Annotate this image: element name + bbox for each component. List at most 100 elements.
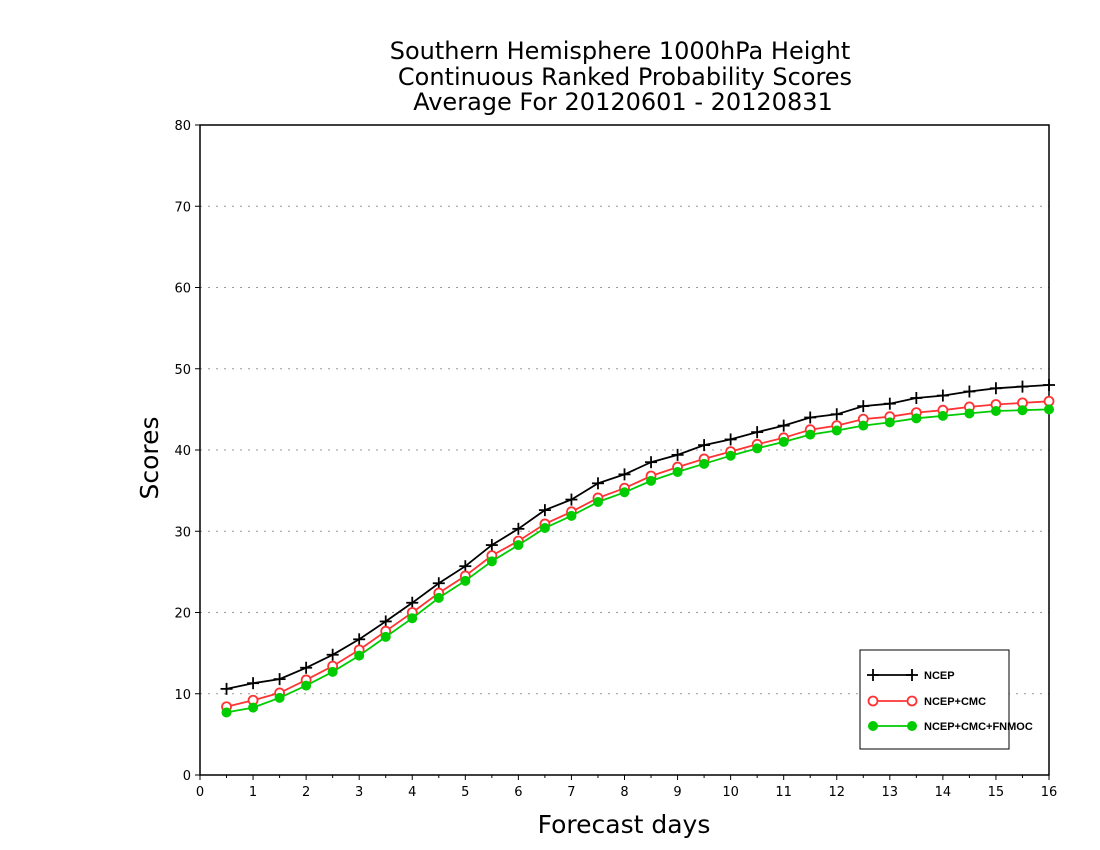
data-point-ncep	[485, 539, 498, 552]
x-tick-label: 16	[1041, 785, 1058, 800]
x-tick-label: 10	[722, 785, 739, 800]
data-point-ncep	[247, 677, 260, 690]
data-point-ncep	[379, 615, 392, 628]
series-ncep	[220, 379, 1055, 695]
legend-marker	[906, 669, 918, 681]
x-tick-label: 5	[461, 785, 469, 800]
data-series	[220, 379, 1055, 718]
legend-entry-ncep: NCEP	[867, 669, 955, 682]
x-tick-label: 12	[828, 785, 845, 800]
data-point-ncep	[963, 385, 976, 398]
data-point-ncep-cmc-fnmoc	[911, 413, 922, 424]
data-point-ncep	[300, 661, 313, 674]
data-point-ncep	[777, 419, 790, 432]
legend-entry-ncep-cmc-fnmoc: NCEP+CMC+FNMOC	[868, 721, 1033, 733]
data-point-ncep-cmc-fnmoc	[990, 406, 1001, 416]
x-tick-label: 3	[355, 785, 363, 800]
data-point-ncep-cmc-fnmoc	[725, 450, 736, 461]
series-line-ncep	[226, 384, 1050, 690]
legend-label: NCEP+CMC+FNMOC	[924, 721, 1033, 733]
chart-title-line-2: Continuous Ranked Probability Scores	[398, 63, 852, 91]
series-ncep-cmc-fnmoc	[221, 404, 1054, 718]
data-point-ncep-cmc-fnmoc	[831, 425, 842, 436]
x-axis-label: Forecast days	[538, 810, 711, 839]
data-point-ncep-cmc-fnmoc	[858, 420, 869, 431]
x-tick-label: 1	[249, 785, 257, 800]
data-point-ncep	[538, 504, 551, 517]
data-point-ncep	[220, 682, 233, 695]
data-point-ncep	[1016, 380, 1029, 393]
data-point-ncep-cmc-fnmoc	[460, 575, 471, 586]
data-point-ncep-cmc-fnmoc	[778, 436, 789, 447]
data-point-ncep-cmc-fnmoc	[964, 408, 975, 419]
data-point-ncep-cmc-fnmoc	[380, 631, 391, 642]
data-point-ncep	[618, 468, 631, 481]
chart-title-line-1: Southern Hemisphere 1000hPa Height	[390, 37, 850, 65]
data-point-ncep-cmc-fnmoc	[884, 417, 895, 428]
data-point-ncep	[591, 477, 604, 490]
y-tick-label: 10	[174, 688, 191, 703]
legend-marker	[868, 721, 878, 731]
data-point-ncep-cmc-fnmoc	[433, 592, 444, 603]
x-tick-label: 8	[620, 785, 628, 800]
legend-marker	[906, 695, 918, 707]
legend-box	[859, 649, 1010, 750]
data-point-ncep-cmc-fnmoc	[619, 487, 630, 498]
data-point-ncep	[353, 633, 366, 646]
data-point-ncep-cmc-fnmoc	[699, 458, 710, 469]
data-point-ncep-cmc-fnmoc	[407, 613, 418, 624]
data-point-ncep	[565, 493, 578, 506]
chart-title-line-3: Average For 20120601 - 20120831	[413, 88, 833, 116]
data-point-ncep-cmc-fnmoc	[486, 556, 497, 567]
data-point-ncep-cmc-fnmoc	[248, 702, 259, 713]
data-point-ncep-cmc-fnmoc	[1044, 404, 1054, 415]
legend-marker	[867, 669, 879, 681]
data-point-ncep-cmc-fnmoc	[327, 666, 338, 677]
y-tick-label: 20	[174, 607, 191, 622]
y-tick-label: 40	[174, 444, 191, 459]
data-point-ncep-cmc-fnmoc	[301, 680, 312, 691]
chart-title: Southern Hemisphere 1000hPa Height Conti…	[390, 37, 852, 116]
data-point-ncep	[459, 560, 472, 573]
data-point-ncep-cmc-fnmoc	[1017, 405, 1028, 416]
data-point-ncep	[989, 382, 1002, 395]
data-point-ncep	[1043, 379, 1055, 391]
data-point-ncep	[724, 433, 737, 446]
x-tick-label: 6	[514, 785, 522, 800]
x-tick-label: 13	[882, 785, 899, 800]
data-point-ncep-cmc-fnmoc	[221, 707, 232, 718]
y-axis-ticks: 0 10 20 30 40 50 60 70 80	[174, 119, 200, 784]
data-point-ncep-cmc-fnmoc	[513, 540, 524, 551]
data-point-ncep	[432, 577, 445, 590]
data-point-ncep	[645, 456, 658, 469]
data-point-ncep-cmc-fnmoc	[646, 475, 657, 486]
y-tick-label: 50	[174, 363, 191, 378]
y-axis-label: Scores	[135, 416, 164, 499]
y-tick-label: 80	[174, 119, 191, 134]
data-point-ncep-cmc-fnmoc	[752, 443, 763, 454]
gridlines	[200, 205, 1049, 695]
data-point-ncep	[512, 522, 525, 535]
data-point-ncep-cmc-fnmoc	[539, 523, 550, 533]
data-point-ncep-cmc-fnmoc	[937, 410, 948, 421]
x-tick-label: 7	[567, 785, 575, 800]
data-point-ncep-cmc-fnmoc	[354, 650, 365, 661]
data-point-ncep	[883, 397, 896, 410]
legend-label: NCEP+CMC	[924, 696, 986, 708]
y-tick-label: 0	[183, 769, 191, 784]
data-point-ncep	[671, 448, 684, 461]
x-tick-label: 4	[408, 785, 416, 800]
data-point-ncep-cmc-fnmoc	[566, 510, 577, 521]
data-point-ncep	[326, 648, 339, 661]
data-point-ncep-cmc-fnmoc	[592, 497, 603, 507]
data-point-ncep	[804, 411, 817, 424]
x-tick-label: 2	[302, 785, 310, 800]
legend: NCEP NCEP+CMC NCEP+CMC+FNMOC	[859, 649, 1033, 750]
data-point-ncep	[751, 426, 764, 439]
data-point-ncep	[857, 400, 870, 413]
legend-marker	[907, 721, 917, 731]
data-point-ncep	[273, 673, 286, 686]
legend-label: NCEP	[924, 670, 955, 682]
x-tick-label: 9	[673, 785, 681, 800]
data-point-ncep-cmc-fnmoc	[672, 466, 683, 477]
